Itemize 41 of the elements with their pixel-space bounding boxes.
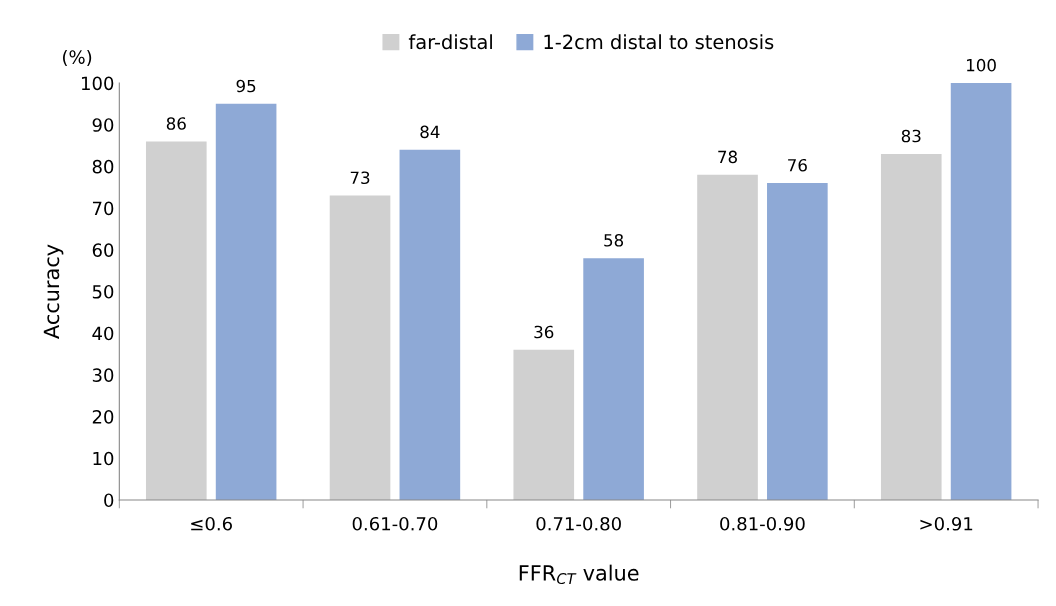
x-tick-label: ≤0.6 (191, 516, 232, 531)
data-label: 100 (967, 58, 996, 72)
y-tick-label: 40 (92, 326, 114, 341)
bar (513, 349, 575, 500)
data-label: 84 (420, 125, 440, 139)
y-tick-label: 10 (93, 451, 114, 466)
x-tick-label: 0.81-0.90 (720, 516, 805, 531)
y-tick-label: 0 (104, 493, 114, 508)
x-tick-label: >0.91 (920, 516, 973, 531)
legend-label: 1-2cm distal to stenosis (544, 34, 774, 50)
data-label: 78 (718, 150, 737, 164)
y-tick-label: 30 (92, 368, 114, 382)
y-tick-label: 20 (92, 410, 114, 424)
bar (215, 103, 277, 500)
bar (767, 183, 828, 500)
data-label: 36 (534, 325, 554, 339)
bar (880, 153, 942, 500)
y-tick-label: 80 (92, 159, 114, 174)
text: (%) (63, 49, 92, 67)
bar (145, 141, 207, 500)
x-axis-title: FFR$_{CT}$ value (519, 564, 639, 585)
x-tick-label: 0.61-0.70 (352, 516, 438, 531)
y-tick-label: 60 (92, 243, 114, 257)
data-label: 76 (788, 158, 807, 172)
y-axis-title: Accuracy (43, 244, 64, 339)
data-label: 86 (166, 117, 186, 130)
bar (583, 258, 644, 500)
bar (950, 83, 1012, 500)
y-tick-label: 50 (92, 284, 114, 299)
x-tick-label: 0.71-0.80 (536, 516, 621, 531)
bar (399, 149, 461, 500)
data-label: 95 (236, 79, 256, 93)
bar (329, 195, 391, 500)
data-label: 83 (901, 129, 921, 143)
data-label: 58 (604, 233, 624, 247)
data-label: 73 (350, 171, 370, 185)
y-tick-label: 90 (92, 118, 114, 132)
y-tick-label: 70 (92, 201, 114, 216)
legend-label: far-distal (408, 34, 492, 50)
y-tick-label: 100 (81, 76, 114, 91)
bar (697, 174, 758, 500)
